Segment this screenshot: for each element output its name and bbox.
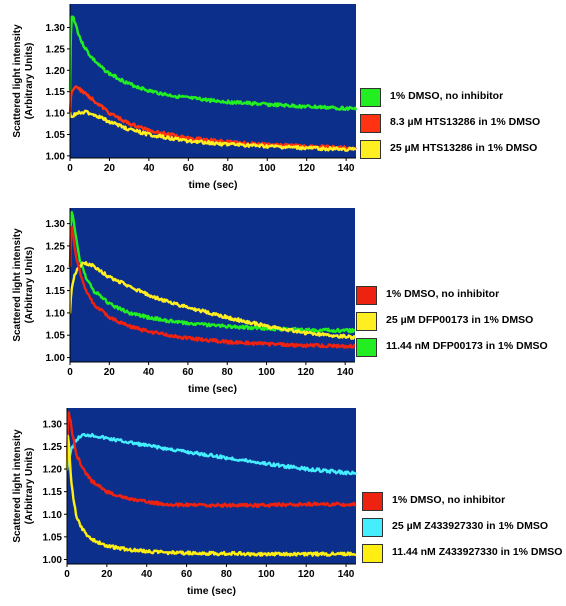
x-tick-label: 140 [338, 569, 355, 580]
plot-area [67, 408, 356, 564]
x-tick-label: 140 [338, 163, 355, 174]
chart-panel-1: 1.00 1.05 1.10 1.15 1.20 1.25 1.30 0 20 40 60 80 100… [0, 0, 566, 202]
y-tick-label: 1.30 [43, 419, 63, 430]
legend-3-swatch-3 [362, 544, 383, 563]
y-tick-label: 1.20 [46, 66, 66, 77]
x-tick-label: 40 [141, 569, 153, 580]
y-tick-label: 1.30 [46, 219, 66, 230]
y-axis-title-line: Scattered light intensity [12, 429, 23, 543]
x-tick-label: 120 [298, 367, 315, 378]
legend-3-label-1: 1% DMSO, no inhibitor [392, 494, 506, 506]
chart-3-svg: 1.00 1.05 1.10 1.15 1.20 1.25 1.30 0 20 40 60 80 100… [12, 408, 358, 597]
legend-3-label-3: 11.44 nM Z433927330 in 1% DMSO [392, 546, 563, 558]
y-axis-title-line: (Arbitrary Units) [24, 448, 35, 525]
x-tick-label: 100 [259, 163, 276, 174]
legend-3-swatch-2 [362, 518, 383, 537]
plot-area [70, 208, 355, 362]
x-axis-title: time (sec) [188, 179, 237, 191]
x-axis-title: time (sec) [187, 585, 236, 597]
legend-2-swatch-3 [356, 338, 377, 357]
legend-1-swatch-1 [360, 88, 381, 107]
legend-3-swatch-1 [362, 492, 383, 511]
x-tick-label: 120 [298, 569, 315, 580]
y-axis-title-line: Scattered light intensity [12, 228, 23, 342]
y-tick-label: 1.10 [46, 109, 66, 120]
chart-panel-3: 1.00 1.05 1.10 1.15 1.20 1.25 1.30 0 20 40 60 80 100… [0, 404, 566, 606]
y-tick-label: 1.10 [46, 308, 66, 319]
y-tick-label: 1.00 [43, 555, 63, 566]
x-tick-label: 20 [104, 367, 116, 378]
y-tick-label: 1.15 [46, 286, 66, 297]
y-tick-label: 1.00 [46, 353, 66, 364]
x-tick-label: 60 [183, 163, 195, 174]
series-line-2 [68, 261, 357, 340]
legend-2-label-1: 1% DMSO, no inhibitor [386, 288, 500, 300]
x-tick-label: 140 [337, 367, 354, 378]
series-line-3 [68, 109, 357, 152]
legend-1-label-1: 1% DMSO, no inhibitor [390, 90, 504, 102]
x-tick-label: 80 [222, 163, 234, 174]
x-tick-label: 20 [104, 163, 116, 174]
y-axis-title: Scattered light intensity(Arbitrary Unit… [12, 228, 35, 342]
y-tick-label: 1.25 [46, 241, 66, 252]
y-tick-label: 1.10 [43, 510, 63, 521]
x-tick-label: 80 [222, 367, 234, 378]
y-axis-title-line: (Arbitrary Units) [24, 43, 35, 120]
legend-1-label-2: 8.3 µM HTS13286 in 1% DMSO [390, 116, 541, 128]
series-line-1 [65, 432, 358, 476]
y-axis-title-line: Scattered light intensity [12, 24, 23, 138]
series-line-1 [68, 15, 358, 111]
x-tick-label: 120 [298, 163, 315, 174]
x-tick-label: 80 [221, 569, 233, 580]
x-tick-label: 0 [67, 163, 73, 174]
x-tick-label: 0 [67, 367, 73, 378]
legend-1-swatch-2 [360, 114, 381, 133]
y-tick-label: 1.05 [46, 130, 66, 141]
x-tick-label: 0 [64, 569, 70, 580]
series-line-1 [68, 211, 356, 334]
legend-2-swatch-1 [356, 286, 377, 305]
y-axis-title: Scattered light intensity(Arbitrary Unit… [12, 24, 35, 138]
y-tick-label: 1.25 [43, 442, 63, 453]
y-tick-label: 1.15 [46, 87, 66, 98]
legend-2-label-2: 25 µM DFP00173 in 1% DMSO [386, 314, 534, 326]
y-tick-label: 1.00 [46, 151, 66, 162]
x-tick-label: 20 [101, 569, 113, 580]
series-line-3 [68, 225, 356, 349]
plot-area [70, 4, 356, 158]
legend-2-label-3: 11.44 nM DFP00173 in 1% DMSO [386, 340, 548, 352]
x-tick-label: 40 [143, 367, 155, 378]
y-tick-label: 1.20 [46, 264, 66, 275]
y-axis-title: Scattered light intensity(Arbitrary Unit… [12, 429, 35, 543]
series-line-3 [65, 434, 357, 557]
y-tick-label: 1.05 [46, 331, 66, 342]
y-tick-label: 1.15 [43, 487, 63, 498]
legend-1-swatch-3 [360, 140, 381, 159]
legend-2-swatch-2 [356, 312, 377, 331]
x-tick-label: 100 [258, 569, 275, 580]
y-tick-label: 1.30 [46, 23, 66, 34]
chart-1-svg: 1.00 1.05 1.10 1.15 1.20 1.25 1.30 0 20 40 60 80 100… [12, 4, 358, 191]
series-line-2 [65, 411, 357, 508]
x-tick-label: 40 [143, 163, 155, 174]
x-tick-label: 60 [182, 367, 194, 378]
x-tick-label: 60 [181, 569, 193, 580]
chart-panel-2: 1.00 1.05 1.10 1.15 1.20 1.25 1.30 0 20 40 60 80 100… [0, 202, 566, 404]
chart-2-svg: 1.00 1.05 1.10 1.15 1.20 1.25 1.30 0 20 40 60 80 100… [12, 208, 357, 395]
y-axis-title-line: (Arbitrary Units) [24, 247, 35, 324]
x-tick-label: 100 [258, 367, 275, 378]
x-axis-title: time (sec) [188, 383, 237, 395]
y-tick-label: 1.05 [43, 532, 63, 543]
y-tick-label: 1.25 [46, 44, 66, 55]
legend-3-label-2: 25 µM Z433927330 in 1% DMSO [392, 520, 549, 532]
legend-1-label-3: 25 µM HTS13286 in 1% DMSO [390, 142, 538, 154]
y-tick-label: 1.20 [43, 465, 63, 476]
